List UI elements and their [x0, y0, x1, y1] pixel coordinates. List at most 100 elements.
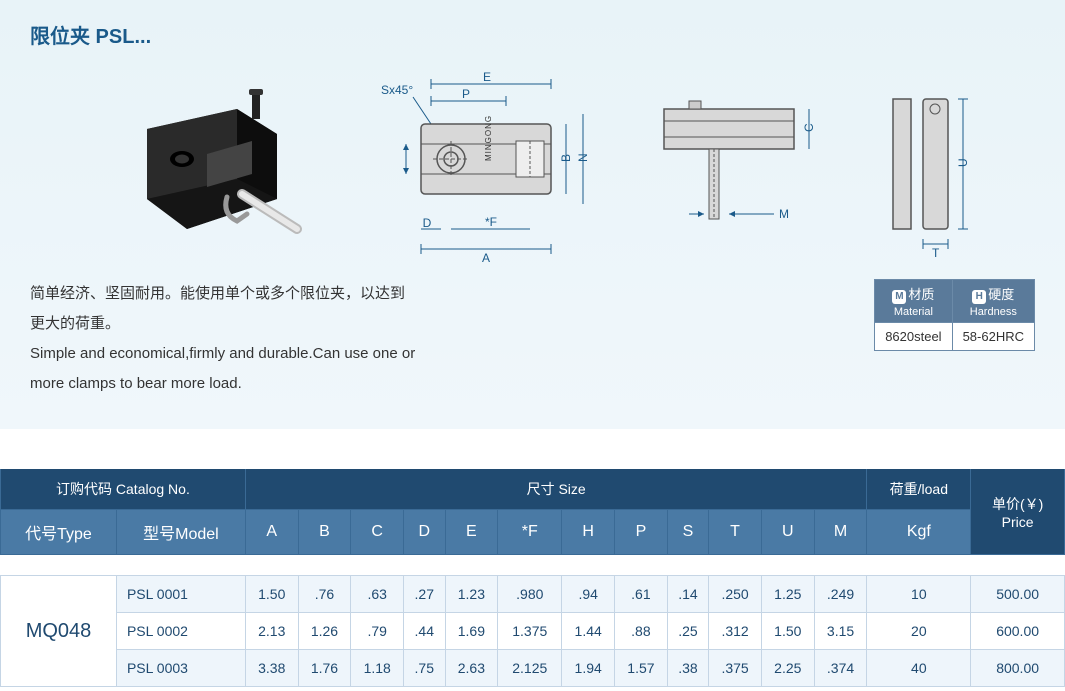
table-head: 订购代码 Catalog No. 尺寸 Size 荷重/load 单价(￥) P…	[1, 469, 1065, 555]
dim-cell: 1.375	[498, 613, 562, 650]
chamfer-label: Sx45°	[381, 83, 413, 97]
dim-cell: .44	[404, 613, 445, 650]
dim-cell: 2.13	[245, 613, 298, 650]
table-row: MQ048PSL 00011.50.76.63.271.23.980.94.61…	[1, 576, 1065, 613]
product-panel: 限位夹 PSL...	[0, 0, 1065, 429]
th-size: 尺寸 Size	[245, 469, 867, 510]
dim-cell: .88	[615, 613, 668, 650]
th-dim: E	[445, 510, 498, 555]
th-dim: U	[761, 510, 814, 555]
svg-text:N: N	[576, 153, 590, 162]
dim-cell: .250	[709, 576, 762, 613]
svg-text:U: U	[956, 158, 970, 167]
price-cell: 500.00	[971, 576, 1065, 613]
description-row: 简单经济、坚固耐用。能使用单个或多个限位夹，以达到 更大的荷重。 Simple …	[30, 279, 1035, 399]
dim-cell: 1.50	[761, 613, 814, 650]
dim-cell: .79	[351, 613, 404, 650]
spec-box: M材质 Material 8620steel H硬度 Hardness 58-6…	[874, 279, 1035, 351]
dim-cell: 1.50	[245, 576, 298, 613]
th-kgf: Kgf	[867, 510, 971, 555]
th-load: 荷重/load	[867, 469, 971, 510]
dim-cell: 2.63	[445, 650, 498, 687]
dimension-table: 订购代码 Catalog No. 尺寸 Size 荷重/load 单价(￥) P…	[0, 469, 1065, 687]
description-text: 简单经济、坚固耐用。能使用单个或多个限位夹，以达到 更大的荷重。 Simple …	[30, 279, 874, 399]
kgf-cell: 20	[867, 613, 971, 650]
dim-cell: .63	[351, 576, 404, 613]
dim-cell: 1.44	[562, 613, 615, 650]
dim-cell: .249	[814, 576, 867, 613]
dim-cell: .75	[404, 650, 445, 687]
th-dim: A	[245, 510, 298, 555]
th-dim: C	[351, 510, 404, 555]
th-dim: H	[562, 510, 615, 555]
th-dim: B	[298, 510, 351, 555]
table-row: PSL 00033.381.761.18.752.632.1251.941.57…	[1, 650, 1065, 687]
dim-cell: .27	[404, 576, 445, 613]
dim-cell: .980	[498, 576, 562, 613]
hardness-badge: H	[972, 290, 986, 304]
dim-cell: .94	[562, 576, 615, 613]
dim-cell: .38	[667, 650, 708, 687]
svg-text:B: B	[559, 154, 573, 162]
th-type: 代号Type	[1, 510, 117, 555]
model-cell: PSL 0002	[116, 613, 245, 650]
table-row: PSL 00022.131.26.79.441.691.3751.44.88.2…	[1, 613, 1065, 650]
svg-text:*F: *F	[485, 215, 497, 229]
desc-cn-2: 更大的荷重。	[30, 309, 874, 339]
material-badge: M	[892, 290, 906, 304]
dim-cell: 3.15	[814, 613, 867, 650]
th-dim: S	[667, 510, 708, 555]
dim-cell: 1.94	[562, 650, 615, 687]
th-dim: M	[814, 510, 867, 555]
kgf-cell: 10	[867, 576, 971, 613]
dim-cell: .374	[814, 650, 867, 687]
spec-material: M材质 Material 8620steel	[875, 280, 951, 350]
dim-cell: 1.26	[298, 613, 351, 650]
iso-view	[87, 79, 317, 259]
svg-text:T: T	[932, 246, 940, 259]
desc-cn-1: 简单经济、坚固耐用。能使用单个或多个限位夹，以达到	[30, 279, 874, 309]
dim-cell: 2.25	[761, 650, 814, 687]
diagram-row: Sx45° E P	[30, 69, 1035, 269]
price-cell: 800.00	[971, 650, 1065, 687]
table-body: MQ048PSL 00011.50.76.63.271.23.980.94.61…	[1, 555, 1065, 687]
svg-text:M: M	[779, 207, 789, 221]
desc-en-2: more clamps to bear more load.	[30, 369, 874, 399]
svg-text:D: D	[422, 216, 431, 230]
dim-cell: 3.38	[245, 650, 298, 687]
dim-cell: 1.69	[445, 613, 498, 650]
th-dim: D	[404, 510, 445, 555]
spec-hardness: H硬度 Hardness 58-62HRC	[952, 280, 1034, 350]
svg-text:MINGONG: MINGONG	[484, 115, 493, 161]
th-price: 单价(￥) Price	[971, 469, 1065, 555]
dim-cell: 1.23	[445, 576, 498, 613]
th-dim: T	[709, 510, 762, 555]
th-dim: *F	[498, 510, 562, 555]
kgf-cell: 40	[867, 650, 971, 687]
svg-text:E: E	[483, 70, 491, 84]
price-cell: 600.00	[971, 613, 1065, 650]
svg-text:A: A	[482, 251, 490, 265]
svg-text:P: P	[462, 87, 470, 101]
hardness-value: 58-62HRC	[952, 322, 1034, 350]
dim-cell: 1.76	[298, 650, 351, 687]
dim-cell: 1.25	[761, 576, 814, 613]
model-cell: PSL 0003	[116, 650, 245, 687]
product-title: 限位夹 PSL...	[30, 20, 1035, 49]
dim-cell: .14	[667, 576, 708, 613]
material-value: 8620steel	[875, 322, 951, 350]
th-dim: P	[615, 510, 668, 555]
end-view: U T	[868, 79, 978, 259]
dim-cell: 1.18	[351, 650, 404, 687]
th-catalog: 订购代码 Catalog No.	[1, 469, 246, 510]
dim-cell: .25	[667, 613, 708, 650]
dim-cell: 2.125	[498, 650, 562, 687]
svg-text:C: C	[802, 123, 816, 132]
side-view: C M	[634, 79, 834, 259]
dim-cell: .61	[615, 576, 668, 613]
type-cell: MQ048	[1, 576, 117, 687]
dim-cell: 1.57	[615, 650, 668, 687]
dim-cell: .312	[709, 613, 762, 650]
model-cell: PSL 0001	[116, 576, 245, 613]
dim-cell: .375	[709, 650, 762, 687]
